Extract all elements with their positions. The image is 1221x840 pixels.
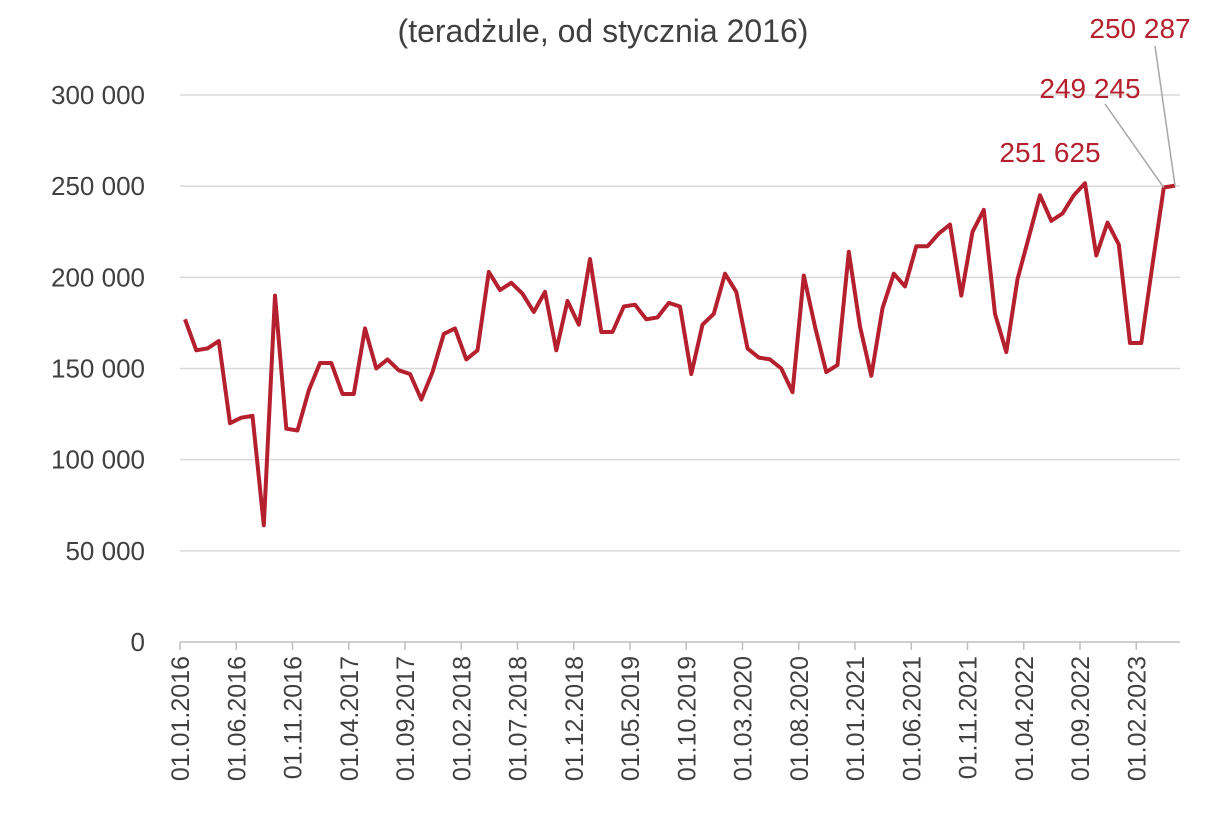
data-label: 249 245 [1039, 73, 1140, 104]
x-tick-label: 01.12.2018 [561, 656, 589, 781]
x-tick-label: 01.05.2019 [617, 656, 645, 781]
y-tick-label: 100 000 [51, 445, 145, 475]
x-tick-label: 01.09.2017 [392, 656, 420, 781]
x-tick-label: 01.10.2019 [673, 656, 701, 781]
chart-title: (teradżule, od stycznia 2016) [398, 13, 809, 49]
y-tick-label: 200 000 [51, 262, 145, 292]
line [183, 181, 1176, 528]
x-tick-label: 01.02.2018 [448, 656, 476, 781]
data-label: 250 287 [1089, 13, 1190, 44]
x-tick-label: 01.04.2022 [1011, 656, 1039, 781]
x-tick-label: 01.07.2018 [505, 656, 533, 781]
leader-line [1154, 45, 1176, 186]
y-tick-label: 150 000 [51, 354, 145, 384]
y-tick-label: 0 [131, 627, 145, 657]
y-tick-label: 250 000 [51, 171, 145, 201]
x-tick-label: 01.11.2016 [280, 656, 308, 779]
y-tick-label: 300 000 [51, 80, 145, 110]
x-tick-label: 01.06.2016 [223, 656, 251, 781]
x-tick-label: 01.09.2022 [1067, 656, 1095, 781]
data-label: 251 625 [999, 137, 1100, 168]
x-tick-label: 01.04.2017 [336, 656, 364, 781]
x-tick-label: 01.02.2023 [1123, 656, 1151, 781]
x-tick-label: 01.06.2021 [898, 656, 926, 781]
leader-line [1104, 103, 1165, 188]
x-tick-label: 01.03.2020 [730, 656, 758, 781]
x-tick-label: 01.11.2021 [955, 656, 983, 779]
x-tick-label: 01.01.2016 [167, 656, 195, 781]
x-tick-label: 01.01.2021 [842, 656, 870, 781]
x-tick-label: 01.08.2020 [786, 656, 814, 781]
y-tick-label: 50 000 [65, 536, 145, 566]
